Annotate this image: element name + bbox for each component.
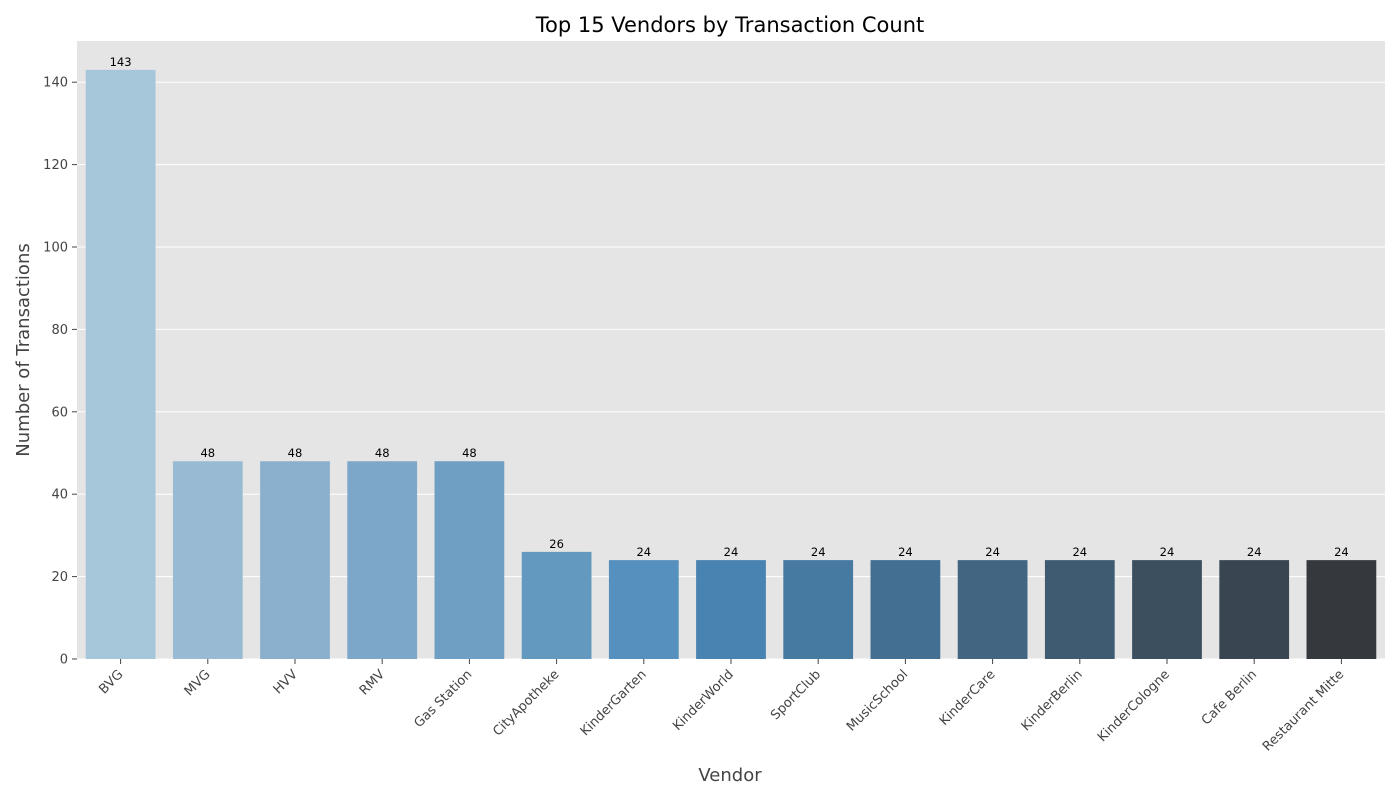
x-tick-label: KinderCare [937,667,999,729]
bar [347,461,418,659]
bar [1219,560,1290,659]
x-axis-label: Vendor [698,765,762,786]
y-axis-label: Number of Transactions [13,243,34,456]
bar [696,560,766,659]
bar [260,461,330,659]
bar-value-label: 24 [1160,545,1175,559]
bars [85,69,1377,660]
bar-value-label: 48 [200,446,215,460]
bar [172,461,243,659]
y-tick-label: 40 [51,488,68,503]
x-tick-label: HVV [271,667,301,697]
x-tick-label: KinderCologne [1095,667,1173,745]
x-tick-label: MusicSchool [844,667,911,734]
bar-value-label: 24 [811,545,826,559]
x-tick-label: SportClub [768,667,824,723]
bar [85,69,156,660]
bar [608,560,679,659]
x-axis: BVG MVG HVV RMV Gas Station CityApotheke Kinde… [96,659,1347,754]
y-tick-label: 80 [51,323,68,338]
bar-value-label: 24 [1334,545,1349,559]
bar-value-labels: 143 48 48 48 48 26 24 24 24 24 24 24 24 24 24 [110,55,1349,559]
bar [434,461,505,659]
y-tick-label: 120 [43,158,68,173]
x-tick-label: CityApotheke [490,667,562,739]
bar-value-label: 24 [898,545,913,559]
bar [1044,560,1115,659]
y-tick-label: 100 [43,241,68,256]
chart-title: Top 15 Vendors by Transaction Count [535,13,925,37]
bar-value-label: 24 [1247,545,1262,559]
y-tick-label: 60 [51,405,68,420]
x-tick-label: Cafe Berlin [1199,667,1260,728]
bar [1132,560,1202,659]
x-tick-label: RMV [357,667,388,698]
bar-value-label: 48 [462,446,477,460]
x-tick-label: KinderWorld [670,667,737,734]
bar [521,551,592,659]
bar-value-label: 48 [288,446,303,460]
bar-value-label: 24 [636,545,651,559]
x-tick-label: BVG [96,667,126,697]
bar-value-label: 143 [110,55,132,69]
x-tick-label: KinderBerlin [1019,667,1086,734]
y-tick-label: 0 [60,653,68,668]
bar [870,560,941,659]
x-tick-label: Restaurant Mitte [1260,667,1347,754]
bar [783,560,854,659]
y-axis: 0 20 40 60 80 100 120 140 [43,76,77,668]
bar [1306,560,1377,659]
bar-value-label: 48 [375,446,390,460]
y-tick-label: 140 [43,76,68,91]
bar-value-label: 24 [1072,545,1087,559]
y-tick-label: 20 [51,570,68,585]
bar [957,560,1028,659]
x-tick-label: Gas Station [411,667,475,731]
bar-value-label: 24 [724,545,739,559]
bar-value-label: 26 [549,537,564,551]
bar-value-label: 24 [985,545,1000,559]
x-tick-label: MVG [182,667,214,699]
x-tick-label: KinderGarten [578,667,650,739]
